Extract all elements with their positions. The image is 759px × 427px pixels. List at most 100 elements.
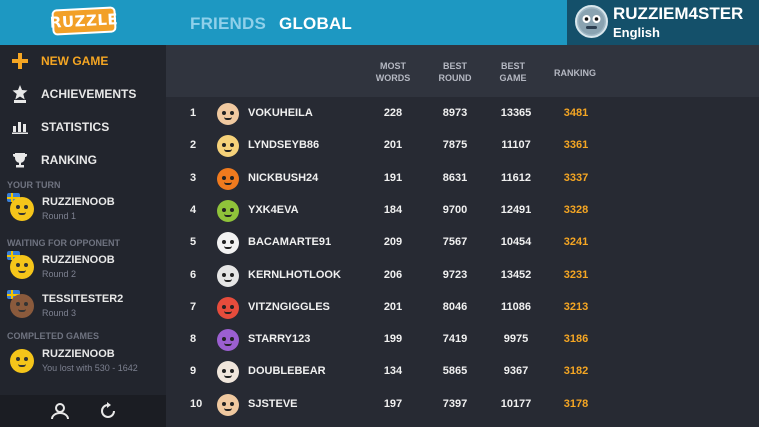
rank-number: 7 bbox=[190, 301, 197, 313]
avatar bbox=[217, 297, 239, 319]
sidebar-item-new-game[interactable]: NEW GAME bbox=[0, 46, 166, 76]
leaderboard: MOST WORDS BEST ROUND BEST GAME RANKING … bbox=[166, 45, 759, 427]
most-words-value: 199 bbox=[383, 333, 403, 345]
avatar bbox=[217, 168, 239, 190]
opponent-name: RUZZIENOOB bbox=[42, 254, 115, 266]
player-name: SJSTEVE bbox=[248, 398, 298, 410]
best-round-value: 7875 bbox=[442, 139, 468, 151]
col-ranking: RANKING bbox=[554, 68, 596, 78]
leaderboard-tabs: FRIENDS GLOBAL bbox=[190, 14, 352, 34]
refresh-icon[interactable] bbox=[99, 402, 117, 420]
game-item[interactable]: RUZZIENOOB Round 2 bbox=[0, 251, 166, 285]
col-best-game: BEST GAME bbox=[488, 60, 538, 84]
sidebar-item-label: ACHIEVEMENTS bbox=[41, 87, 137, 101]
table-header: MOST WORDS BEST ROUND BEST GAME RANKING bbox=[166, 45, 759, 97]
user-language: English bbox=[613, 25, 660, 40]
player-name: STARRY123 bbox=[248, 333, 311, 345]
player-name: YXK4EVA bbox=[248, 204, 299, 216]
section-your-turn: YOUR TURN bbox=[7, 180, 61, 190]
rank-number: 1 bbox=[190, 107, 197, 119]
avatar bbox=[217, 232, 239, 254]
table-row[interactable]: 9 DOUBLEBEAR 134 5865 9367 3182 bbox=[166, 357, 759, 389]
avatar bbox=[217, 394, 239, 416]
rank-number: 5 bbox=[190, 236, 197, 248]
best-round-value: 7397 bbox=[442, 398, 468, 410]
sidebar-item-achievements[interactable]: ACHIEVEMENTS bbox=[0, 79, 166, 109]
best-round-value: 7419 bbox=[442, 333, 468, 345]
game-status: Round 1 bbox=[42, 211, 77, 221]
game-status: Round 2 bbox=[42, 269, 77, 279]
sweden-flag-icon bbox=[7, 251, 20, 260]
avatar bbox=[10, 294, 34, 318]
table-row[interactable]: 1 VOKUHEILA 228 8973 13365 3481 bbox=[166, 99, 759, 131]
avatar bbox=[217, 200, 239, 222]
sidebar-item-label: RANKING bbox=[41, 153, 97, 167]
table-row[interactable]: 5 BACAMARTE91 209 7567 10454 3241 bbox=[166, 228, 759, 260]
table-row[interactable]: 4 YXK4EVA 184 9700 12491 3328 bbox=[166, 196, 759, 228]
bar-chart-icon bbox=[11, 118, 29, 136]
best-round-value: 9723 bbox=[442, 269, 468, 281]
opponent-name: TESSITESTER2 bbox=[42, 293, 124, 305]
best-round-value: 7567 bbox=[442, 236, 468, 248]
game-item[interactable]: RUZZIENOOB You lost with 530 - 1642 bbox=[0, 345, 166, 379]
table-row[interactable]: 8 STARRY123 199 7419 9975 3186 bbox=[166, 325, 759, 357]
sweden-flag-icon bbox=[7, 290, 20, 299]
tab-friends[interactable]: FRIENDS bbox=[190, 14, 267, 33]
player-name: NICKBUSH24 bbox=[248, 172, 319, 184]
rank-number: 9 bbox=[190, 365, 197, 377]
best-game-value: 9367 bbox=[503, 365, 529, 377]
section-waiting: WAITING FOR OPPONENT bbox=[7, 238, 121, 248]
col-label: MOST bbox=[380, 61, 406, 71]
player-name: VOKUHEILA bbox=[248, 107, 313, 119]
avatar bbox=[217, 135, 239, 157]
best-game-value: 11107 bbox=[501, 139, 531, 151]
game-status: You lost with 530 - 1642 bbox=[42, 363, 138, 373]
most-words-value: 197 bbox=[383, 398, 403, 410]
avatar bbox=[217, 265, 239, 287]
ranking-value: 3231 bbox=[563, 269, 589, 281]
sidebar: NEW GAME ACHIEVEMENTS STATISTICS RANKING… bbox=[0, 45, 166, 427]
best-game-value: 13452 bbox=[500, 269, 532, 281]
best-game-value: 9975 bbox=[503, 333, 529, 345]
most-words-value: 201 bbox=[383, 301, 403, 313]
profile-icon[interactable] bbox=[51, 402, 69, 420]
rank-number: 2 bbox=[190, 139, 197, 151]
avatar bbox=[10, 349, 34, 373]
ranking-value: 3328 bbox=[563, 204, 589, 216]
most-words-value: 134 bbox=[383, 365, 403, 377]
star-badge-icon bbox=[11, 85, 29, 103]
top-bar: RUZZLE FRIENDS GLOBAL RUZZIEM4STER Engli… bbox=[0, 0, 759, 45]
col-label: ROUND bbox=[438, 73, 472, 83]
best-game-value: 11612 bbox=[501, 172, 531, 184]
sidebar-item-statistics[interactable]: STATISTICS bbox=[0, 112, 166, 142]
user-profile[interactable]: RUZZIEM4STER English bbox=[567, 0, 759, 45]
table-row[interactable]: 7 VITZNGIGGLES 201 8046 11086 3213 bbox=[166, 293, 759, 325]
sidebar-item-label: NEW GAME bbox=[41, 54, 109, 68]
ranking-value: 3241 bbox=[563, 236, 589, 248]
plus-icon bbox=[11, 52, 29, 70]
tab-global[interactable]: GLOBAL bbox=[279, 14, 352, 33]
ranking-value: 3361 bbox=[563, 139, 589, 151]
avatar bbox=[10, 197, 34, 221]
table-row[interactable]: 2 LYNDSEYB86 201 7875 11107 3361 bbox=[166, 131, 759, 163]
logo-text: RUZZLE bbox=[49, 10, 119, 32]
player-name: KERNLHOTLOOK bbox=[248, 269, 341, 281]
best-game-value: 11086 bbox=[501, 301, 531, 313]
player-name: BACAMARTE91 bbox=[248, 236, 332, 248]
opponent-name: RUZZIENOOB bbox=[42, 348, 115, 360]
table-row[interactable]: 3 NICKBUSH24 191 8631 11612 3337 bbox=[166, 164, 759, 196]
best-round-value: 8631 bbox=[442, 172, 468, 184]
best-round-value: 8973 bbox=[442, 107, 468, 119]
sidebar-item-ranking[interactable]: RANKING bbox=[0, 145, 166, 175]
ruzzle-logo: RUZZLE bbox=[49, 6, 119, 36]
ranking-value: 3186 bbox=[563, 333, 589, 345]
most-words-value: 184 bbox=[383, 204, 403, 216]
game-item[interactable]: RUZZIENOOB Round 1 bbox=[0, 193, 166, 227]
rank-number: 6 bbox=[190, 269, 197, 281]
game-item[interactable]: TESSITESTER2 Round 3 bbox=[0, 290, 166, 324]
table-row[interactable]: 10 SJSTEVE 197 7397 10177 3178 bbox=[166, 390, 759, 422]
ranking-value: 3481 bbox=[563, 107, 589, 119]
table-row[interactable]: 6 KERNLHOTLOOK 206 9723 13452 3231 bbox=[166, 261, 759, 293]
most-words-value: 209 bbox=[383, 236, 403, 248]
ranking-value: 3337 bbox=[563, 172, 589, 184]
